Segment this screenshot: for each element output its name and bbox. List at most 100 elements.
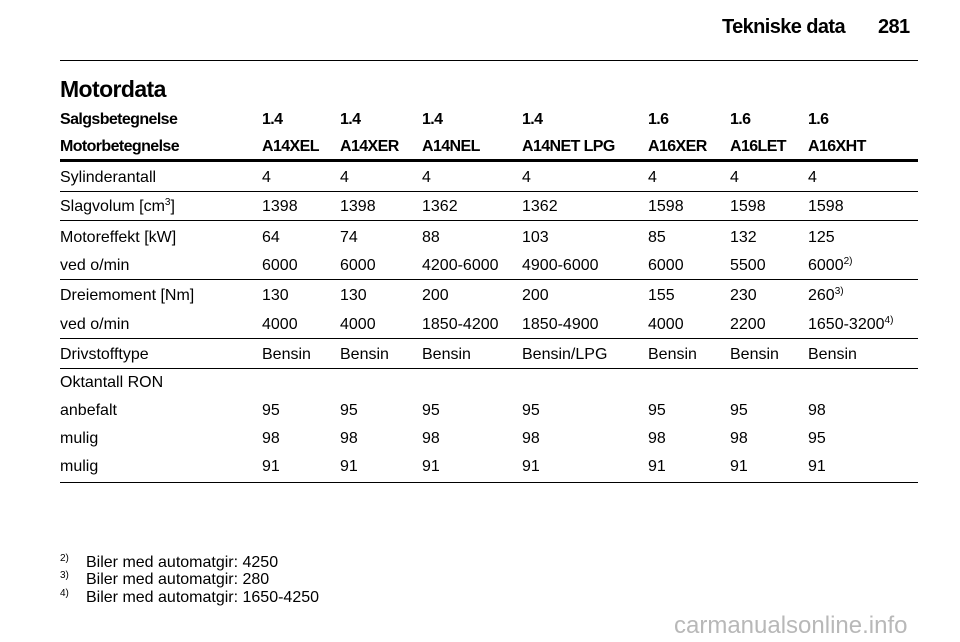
table-cell: 85 bbox=[648, 229, 666, 246]
table-cell: A16XHT bbox=[808, 138, 866, 155]
table-cell: anbefalt bbox=[60, 402, 117, 419]
table-cell: Oktantall RON bbox=[60, 374, 164, 391]
table-cell: 1.6 bbox=[730, 111, 751, 128]
footnote-text: Biler med automatgir: 280 bbox=[86, 571, 270, 588]
table-cell: A16XER bbox=[648, 138, 707, 155]
table-cell: 98 bbox=[262, 430, 280, 447]
table-cell: Bensin bbox=[648, 346, 697, 363]
superscript: 3 bbox=[164, 197, 171, 208]
table-cell: Dreiemoment [Nm] bbox=[60, 287, 195, 304]
table-cell: mulig bbox=[60, 458, 99, 475]
table-cell: Motorbetegnelse bbox=[60, 138, 180, 155]
table-cell: 4900-6000 bbox=[522, 257, 599, 274]
header-rule bbox=[60, 60, 918, 61]
table-cell: 4 bbox=[648, 169, 657, 186]
table-cell: 4 bbox=[262, 169, 271, 186]
table-cell: Motoreffekt [kW] bbox=[60, 229, 177, 246]
superscript: 3) bbox=[834, 286, 844, 297]
table-rule bbox=[60, 159, 918, 162]
table-cell: 6000 bbox=[648, 257, 684, 274]
table-cell: 1850-4200 bbox=[422, 316, 499, 333]
footnote-text: Biler med automatgir: 4250 bbox=[86, 554, 279, 571]
table-cell: 95 bbox=[522, 402, 540, 419]
table-cell: ved o/min bbox=[60, 316, 130, 333]
table-cell: A14NET LPG bbox=[522, 138, 615, 155]
table-cell: Drivstofftype bbox=[60, 346, 149, 363]
table-cell: 200 bbox=[522, 287, 549, 304]
table-cell: 95 bbox=[730, 402, 748, 419]
table-cell: 98 bbox=[648, 430, 666, 447]
table-cell: 1650-32004) bbox=[808, 315, 893, 335]
table-cell: 4000 bbox=[340, 316, 376, 333]
footnote-mark: 4) bbox=[60, 588, 69, 599]
table-cell: 74 bbox=[340, 229, 358, 246]
table-cell: 200 bbox=[422, 287, 449, 304]
table-cell: 95 bbox=[422, 402, 440, 419]
table-cell: 91 bbox=[730, 458, 748, 475]
table-cell: 98 bbox=[522, 430, 540, 447]
cell-text: 6000 bbox=[808, 257, 844, 274]
table-cell: ved o/min bbox=[60, 257, 130, 274]
table-cell: 91 bbox=[262, 458, 280, 475]
cell-text: ] bbox=[170, 198, 175, 215]
table-cell: A14XEL bbox=[262, 138, 319, 155]
table-cell: 6000 bbox=[262, 257, 298, 274]
table-cell: 91 bbox=[340, 458, 358, 475]
superscript: 4) bbox=[884, 315, 894, 326]
table-cell: 4 bbox=[808, 169, 817, 186]
table-rule bbox=[60, 338, 918, 339]
table-cell: 4 bbox=[730, 169, 739, 186]
header-title: Tekniske data bbox=[722, 16, 846, 38]
table-cell: Sylinderantall bbox=[60, 169, 157, 186]
table-cell: Bensin bbox=[730, 346, 779, 363]
table-cell: A14NEL bbox=[422, 138, 480, 155]
table-cell: 1362 bbox=[422, 198, 458, 215]
table-cell: 4 bbox=[340, 169, 349, 186]
table-cell: 5500 bbox=[730, 257, 766, 274]
table-rule bbox=[60, 191, 918, 192]
table-cell: A14XER bbox=[340, 138, 399, 155]
table-cell: 60002) bbox=[808, 256, 853, 276]
table-cell: 91 bbox=[422, 458, 440, 475]
table-cell: 4000 bbox=[648, 316, 684, 333]
section-title: Motordata bbox=[60, 76, 166, 102]
table-cell: 6000 bbox=[340, 257, 376, 274]
table-cell: 95 bbox=[808, 430, 826, 447]
table-cell: mulig bbox=[60, 430, 99, 447]
table-cell: 103 bbox=[522, 229, 549, 246]
footnote-mark: 3) bbox=[60, 570, 69, 581]
table-rule bbox=[60, 482, 918, 483]
table-cell: 1.4 bbox=[522, 111, 543, 128]
table-cell: 1598 bbox=[648, 198, 684, 215]
table-cell: Bensin bbox=[422, 346, 471, 363]
table-cell: 98 bbox=[730, 430, 748, 447]
table-cell: 1398 bbox=[340, 198, 376, 215]
table-cell: Bensin bbox=[340, 346, 389, 363]
cell-text: Slagvolum [cm bbox=[60, 198, 165, 215]
cell-text: 1650-3200 bbox=[808, 316, 885, 333]
watermark: carmanualsonline.info bbox=[674, 612, 908, 639]
table-cell: 91 bbox=[522, 458, 540, 475]
table-cell: 95 bbox=[648, 402, 666, 419]
table-rule bbox=[60, 279, 918, 280]
table-cell: 130 bbox=[262, 287, 289, 304]
table-cell: Bensin bbox=[262, 346, 311, 363]
table-cell: 98 bbox=[340, 430, 358, 447]
table-cell: Bensin/LPG bbox=[522, 346, 608, 363]
table-cell: 91 bbox=[648, 458, 666, 475]
table-cell: 88 bbox=[422, 229, 440, 246]
table-cell: 4 bbox=[422, 169, 431, 186]
table-cell: 95 bbox=[340, 402, 358, 419]
table-cell: Salgsbetegnelse bbox=[60, 111, 178, 128]
table-cell: 98 bbox=[422, 430, 440, 447]
table-cell: 1398 bbox=[262, 198, 298, 215]
table-cell: 64 bbox=[262, 229, 280, 246]
table-rule bbox=[60, 368, 918, 369]
table-cell: 1.4 bbox=[262, 111, 283, 128]
table-cell: 1598 bbox=[730, 198, 766, 215]
table-cell: 98 bbox=[808, 402, 826, 419]
table-cell: 1362 bbox=[522, 198, 558, 215]
table-cell: 91 bbox=[808, 458, 826, 475]
table-cell: 130 bbox=[340, 287, 367, 304]
table-cell: 1.4 bbox=[340, 111, 361, 128]
